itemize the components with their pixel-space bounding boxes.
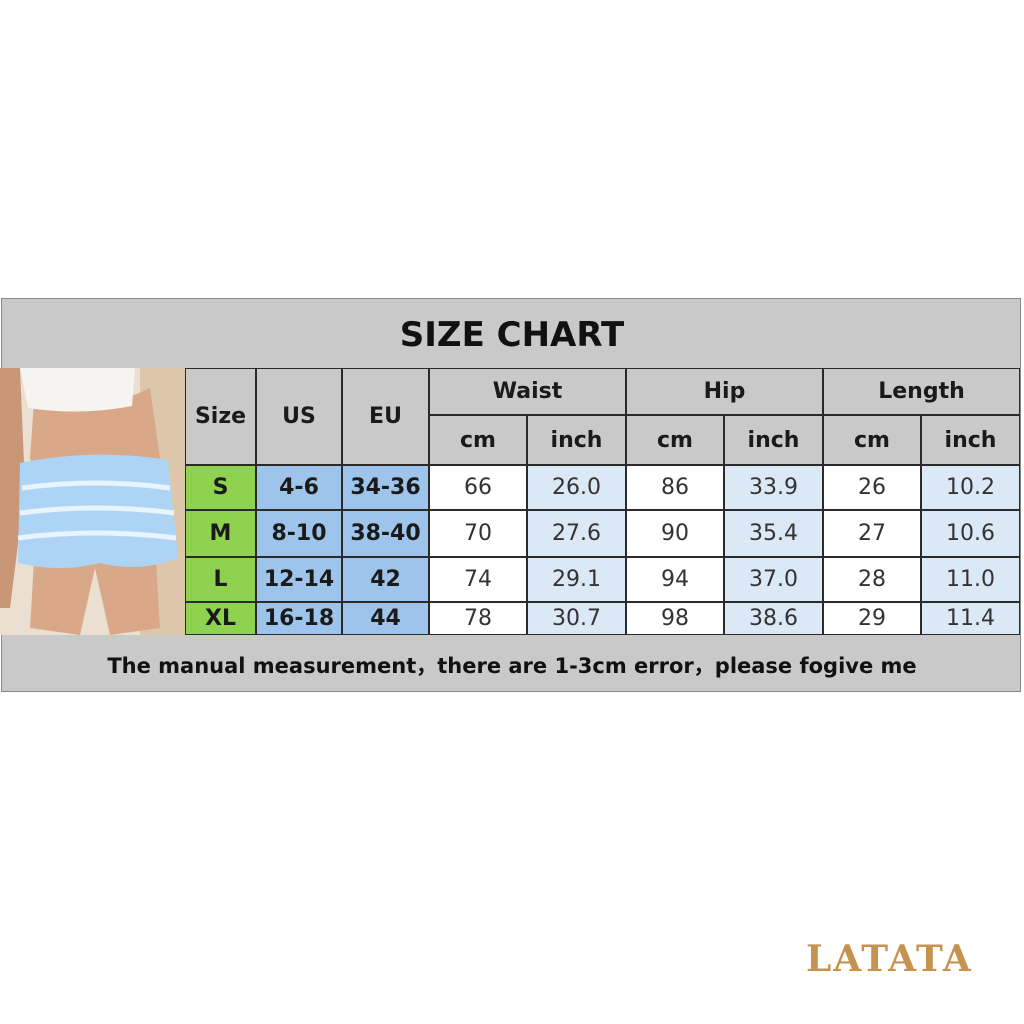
model-shorts-image (0, 368, 185, 635)
inch-value: 37.0 (724, 557, 823, 602)
header-unit: inch (527, 415, 626, 465)
header-group: Length (823, 368, 1020, 415)
eu-size: 44 (342, 602, 429, 635)
us-size: 16-18 (256, 602, 342, 635)
header-unit: cm (626, 415, 724, 465)
header-unit: cm (429, 415, 527, 465)
size-label: M (185, 510, 256, 557)
cm-value: 98 (626, 602, 724, 635)
inch-value: 11.4 (921, 602, 1020, 635)
inch-value: 29.1 (527, 557, 626, 602)
inch-value: 33.9 (724, 465, 823, 510)
cm-value: 28 (823, 557, 921, 602)
us-size: 12-14 (256, 557, 342, 602)
inch-value: 10.2 (921, 465, 1020, 510)
cm-value: 78 (429, 602, 527, 635)
size-label: S (185, 465, 256, 510)
header-eu: EU (342, 368, 429, 465)
inch-value: 27.6 (527, 510, 626, 557)
header-unit: cm (823, 415, 921, 465)
brand-logo: LATATA (806, 938, 973, 980)
inch-value: 11.0 (921, 557, 1020, 602)
cm-value: 29 (823, 602, 921, 635)
inch-value: 35.4 (724, 510, 823, 557)
product-photo (0, 368, 185, 635)
measurement-note: The manual measurement，there are 1-3cm e… (107, 654, 917, 678)
eu-size: 38-40 (342, 510, 429, 557)
header-group: Hip (626, 368, 823, 415)
header-unit: inch (724, 415, 823, 465)
us-size: 4-6 (256, 465, 342, 510)
us-size: 8-10 (256, 510, 342, 557)
cm-value: 66 (429, 465, 527, 510)
cm-value: 86 (626, 465, 724, 510)
cm-value: 74 (429, 557, 527, 602)
eu-size: 34-36 (342, 465, 429, 510)
inch-value: 26.0 (527, 465, 626, 510)
inch-value: 30.7 (527, 602, 626, 635)
cm-value: 26 (823, 465, 921, 510)
header-unit: inch (921, 415, 1020, 465)
cm-value: 94 (626, 557, 724, 602)
inch-value: 10.6 (921, 510, 1020, 557)
inch-value: 38.6 (724, 602, 823, 635)
cm-value: 70 (429, 510, 527, 557)
eu-size: 42 (342, 557, 429, 602)
size-label: L (185, 557, 256, 602)
cm-value: 90 (626, 510, 724, 557)
cm-value: 27 (823, 510, 921, 557)
header-size: Size (185, 368, 256, 465)
header-group: Waist (429, 368, 626, 415)
size-chart-title: SIZE CHART (399, 315, 625, 355)
size-label: XL (185, 602, 256, 635)
header-us: US (256, 368, 342, 465)
